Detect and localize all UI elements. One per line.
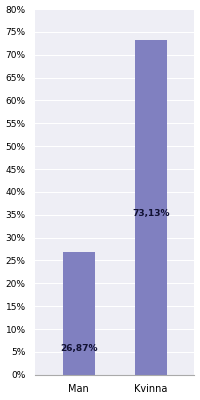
- Bar: [135, 40, 167, 375]
- Text: 73,13%: 73,13%: [132, 209, 170, 218]
- Text: 26,87%: 26,87%: [60, 344, 98, 353]
- Bar: [63, 252, 95, 375]
